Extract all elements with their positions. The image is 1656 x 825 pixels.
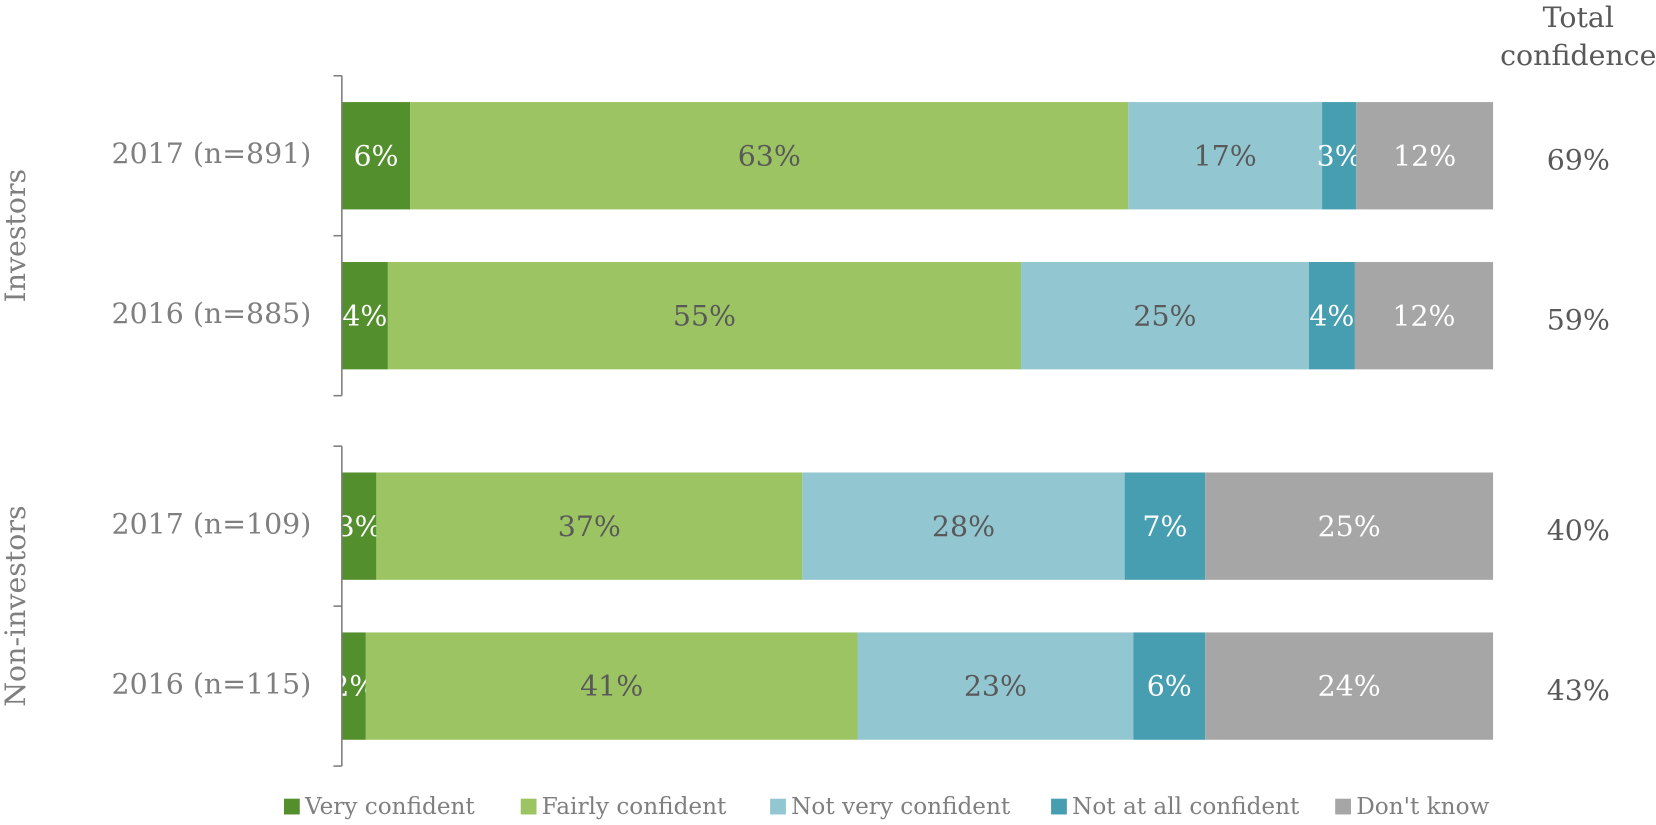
- total-label: 69%: [1547, 144, 1610, 177]
- total-title-line: Total: [1543, 0, 1614, 33]
- data-label: 37%: [558, 510, 621, 543]
- bar-segment: [365, 632, 858, 740]
- legend-swatch: [520, 798, 537, 815]
- data-label: 63%: [738, 139, 801, 172]
- data-label: 7%: [1142, 510, 1187, 543]
- data-label: 6%: [353, 139, 398, 172]
- data-label: 41%: [580, 670, 643, 703]
- bar-segment: [1322, 102, 1357, 210]
- bar-segment: [1205, 632, 1494, 740]
- total-label: 43%: [1547, 674, 1610, 707]
- data-label: 6%: [1147, 670, 1192, 703]
- bar-segment: [802, 472, 1125, 580]
- group-label: Investors: [0, 169, 32, 303]
- category-label: 2017 (n=109): [112, 508, 312, 541]
- legend-label: Not very confident: [791, 794, 1011, 820]
- data-label: 12%: [1393, 139, 1456, 172]
- bar-segment: [1124, 472, 1206, 580]
- bar-segment: [1354, 262, 1494, 370]
- total-label: 40%: [1547, 514, 1610, 547]
- data-label: 55%: [673, 299, 736, 332]
- data-label: 4%: [342, 299, 387, 332]
- bar-segment: [1133, 632, 1206, 740]
- group-label: Non-investors: [0, 505, 32, 706]
- bar-segment: [1205, 472, 1494, 580]
- total-title: Total confidence: [1500, 0, 1656, 71]
- legend-label: Very confident: [304, 794, 475, 820]
- legend-label: Fairly confident: [542, 794, 727, 820]
- bar-segment: [1021, 262, 1309, 370]
- bar-segment: [341, 632, 366, 740]
- bar-segment: [341, 262, 388, 370]
- bar-segment: [410, 102, 1129, 210]
- category-label: 2016 (n=115): [112, 668, 312, 701]
- legend-swatch: [1051, 798, 1067, 815]
- data-label: 3%: [337, 510, 382, 543]
- data-label: 4%: [1309, 299, 1354, 332]
- data-label: 17%: [1194, 139, 1257, 172]
- legend-swatch: [1335, 798, 1351, 815]
- data-label: 3%: [1317, 139, 1362, 172]
- data-label: 23%: [964, 670, 1027, 703]
- data-label: 25%: [1318, 510, 1381, 543]
- data-label: 24%: [1318, 670, 1381, 703]
- bar-segment: [341, 472, 377, 580]
- category-label: 2017 (n=891): [112, 137, 312, 170]
- bar-segment: [387, 262, 1022, 370]
- legend-swatch: [283, 798, 300, 815]
- bar-segment: [1308, 262, 1355, 370]
- bar-segment: [857, 632, 1134, 740]
- category-label: 2016 (n=885): [112, 297, 312, 330]
- bar-segment: [1356, 102, 1494, 210]
- bar-segment: [376, 472, 803, 580]
- data-label: 25%: [1133, 299, 1196, 332]
- legend-label: Not at all confident: [1072, 794, 1300, 820]
- data-label: 28%: [932, 510, 995, 543]
- bar-segment: [1128, 102, 1323, 210]
- data-label: 12%: [1392, 299, 1455, 332]
- bar-segment: [341, 102, 411, 210]
- total-label: 59%: [1547, 304, 1610, 337]
- legend-label: Don't know: [1356, 794, 1489, 820]
- legend-swatch: [770, 798, 786, 815]
- total-title-line: confidence: [1500, 38, 1656, 71]
